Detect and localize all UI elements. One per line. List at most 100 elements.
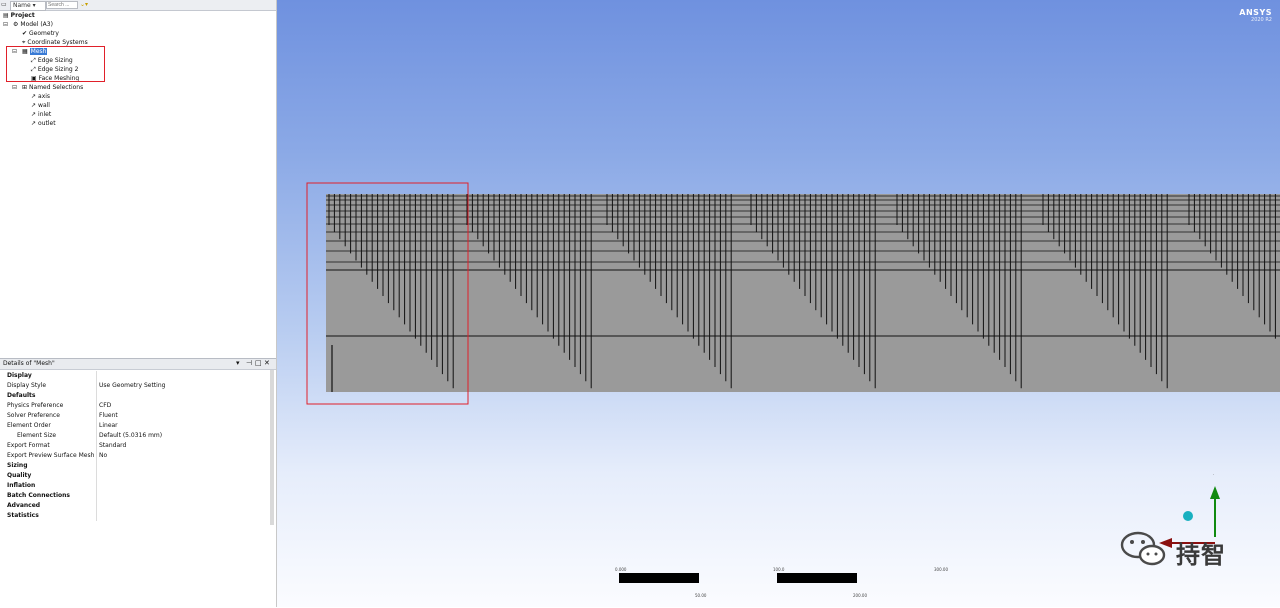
- details-row[interactable]: Defaults: [0, 391, 268, 401]
- details-row-label: Physics Preference: [7, 402, 64, 409]
- tree-expander-mesh[interactable]: ⊟: [12, 48, 18, 55]
- tree-icon[interactable]: ▭: [1, 1, 7, 8]
- details-row[interactable]: Display Style Use Geometry Setting: [0, 381, 268, 391]
- details-row-value[interactable]: Use Geometry Setting: [99, 382, 166, 389]
- details-row[interactable]: Sizing: [0, 461, 268, 471]
- details-row[interactable]: Solver Preference Fluent: [0, 411, 268, 421]
- details-column-divider: [96, 511, 97, 521]
- tree-item-label: wall: [38, 102, 50, 109]
- tree-item-face-meshing[interactable]: ▣ Face Meshing: [31, 74, 79, 83]
- details-row[interactable]: Statistics: [0, 511, 268, 521]
- close-icon[interactable]: ✕: [264, 359, 270, 367]
- inlet-icon: ↗: [31, 111, 37, 118]
- details-row[interactable]: Display: [0, 371, 268, 381]
- details-row-value[interactable]: No: [99, 452, 108, 459]
- details-row-label: Element Size: [17, 432, 57, 439]
- svg-text:·: ·: [1213, 472, 1214, 477]
- outline-tree: ▤ Project ⊟ ⚙ Model (A3) ✔ Geometry ⌖ Coordinate…: [0, 11, 276, 356]
- details-row-value[interactable]: CFD: [99, 402, 112, 409]
- details-row[interactable]: Export Preview Surface Mesh No: [0, 451, 268, 461]
- details-row-label: Export Preview Surface Mesh: [7, 452, 95, 459]
- details-row-label: Sizing: [7, 462, 28, 469]
- tree-item-edge-sizing-2[interactable]: ⤢ Edge Sizing 2: [31, 65, 78, 74]
- details-row-label: Defaults: [7, 392, 36, 399]
- details-row[interactable]: Quality: [0, 471, 268, 481]
- details-column-divider: [96, 371, 97, 381]
- details-column-divider: [96, 491, 97, 501]
- dropdown-icon[interactable]: ▾: [236, 359, 240, 367]
- tree-item-model[interactable]: ⚙ Model (A3): [13, 20, 53, 29]
- details-column-divider: [96, 391, 97, 401]
- details-row[interactable]: Export Format Standard: [0, 441, 268, 451]
- details-row-label: Display Style: [7, 382, 47, 389]
- details-row[interactable]: Batch Connections: [0, 491, 268, 501]
- x-axis-arrow-icon: [1159, 538, 1172, 548]
- details-scrollbar[interactable]: [270, 370, 274, 525]
- details-row[interactable]: Inflation: [0, 481, 268, 491]
- svg-text:300.00: 300.00: [934, 567, 948, 572]
- details-column-divider: [96, 381, 97, 391]
- tree-item-label: inlet: [38, 111, 52, 118]
- details-row-label: Inflation: [7, 482, 36, 489]
- details-row-label: Solver Preference: [7, 412, 60, 419]
- watermark: 持智: [1118, 529, 1243, 569]
- tree-item-inlet[interactable]: ↗ inlet: [31, 110, 51, 119]
- tree-item-geometry[interactable]: ✔ Geometry: [22, 29, 59, 38]
- details-row-label: Export Format: [7, 442, 50, 449]
- mesh-body[interactable]: [326, 194, 1280, 392]
- svg-text:100.0: 100.0: [773, 567, 785, 572]
- details-header: Details of "Mesh" ▾ ⊣ □ ✕: [0, 359, 276, 370]
- details-row-value[interactable]: Default (5.0316 mm): [99, 432, 163, 439]
- details-row-label: Advanced: [7, 502, 41, 509]
- left-panel: ▭ Name ▾ ⌄▾ ▤Project⊟⚙Model (A3)✔Geometr…: [0, 0, 277, 607]
- chevron-down-icon[interactable]: ⌄▾: [80, 1, 89, 8]
- svg-text:50.00: 50.00: [695, 593, 707, 598]
- outline-toolbar: ▭ Name ▾ ⌄▾: [0, 0, 276, 11]
- model-icon: ⚙: [13, 21, 19, 28]
- graphics-viewport[interactable]: ANSYS 2020 R2 · 0.000 100.0 300.00 50.00…: [277, 0, 1280, 607]
- details-row-value[interactable]: Standard: [99, 442, 127, 449]
- details-row[interactable]: Advanced: [0, 501, 268, 511]
- tree-item-named-selections[interactable]: ⊞ Named Selections: [22, 83, 83, 92]
- tree-item-label: Coordinate Systems: [27, 39, 88, 46]
- wechat-icon: [1120, 531, 1166, 566]
- tree-item-mesh[interactable]: ▦ Mesh: [22, 47, 48, 56]
- tree-expander-model[interactable]: ⊟: [3, 21, 9, 28]
- details-row-value[interactable]: Fluent: [99, 412, 118, 419]
- tree-item-axis[interactable]: ↗ axis: [31, 92, 50, 101]
- name-filter-dropdown[interactable]: Name ▾: [10, 1, 46, 11]
- tree-item-outlet[interactable]: ↗ outlet: [31, 119, 56, 128]
- details-row[interactable]: Element Order Linear: [0, 421, 268, 431]
- details-row[interactable]: Element Size Default (5.0316 mm): [0, 431, 268, 441]
- tree-expander-named-selections[interactable]: ⊟: [12, 84, 18, 91]
- details-column-divider: [96, 401, 97, 411]
- details-column-divider: [96, 421, 97, 431]
- tree-item-wall[interactable]: ↗ wall: [31, 101, 50, 110]
- details-row[interactable]: Physics Preference CFD: [0, 401, 268, 411]
- z-axis-dot-icon: [1183, 511, 1193, 521]
- details-column-divider: [96, 501, 97, 511]
- search-input[interactable]: [46, 1, 78, 9]
- restore-icon[interactable]: □: [255, 359, 262, 367]
- details-title: Details of "Mesh": [3, 360, 55, 367]
- coordinate-systems-icon: ⌖: [22, 39, 26, 46]
- details-row-value[interactable]: Linear: [99, 422, 118, 429]
- tree-item-label: Mesh: [29, 48, 48, 55]
- mesh-view[interactable]: · 0.000 100.0 300.00 50.00 200.00: [277, 0, 1280, 607]
- tree-item-edge-sizing[interactable]: ⤢ Edge Sizing: [31, 56, 73, 65]
- mesh-highlight-box: [6, 46, 105, 82]
- ansys-logo: ANSYS 2020 R2: [1239, 8, 1272, 23]
- project-icon: ▤: [3, 12, 9, 19]
- mesh-vertical-lines: [328, 194, 1276, 392]
- tree-item-project[interactable]: ▤ Project: [3, 11, 35, 20]
- details-row-label: Batch Connections: [7, 492, 70, 499]
- pin-icon[interactable]: ⊣: [246, 359, 253, 367]
- details-column-divider: [96, 471, 97, 481]
- mesh-detail-highlight-box: [306, 182, 469, 405]
- edge-sizing-2-icon: ⤢: [31, 66, 36, 73]
- tree-item-label: Named Selections: [29, 84, 84, 91]
- details-row-label: Quality: [7, 472, 32, 479]
- face-meshing-icon: ▣: [31, 75, 37, 82]
- tree-item-coordinate-systems[interactable]: ⌖ Coordinate Systems: [22, 38, 88, 47]
- ansys-logo-main: ANSYS: [1239, 8, 1272, 17]
